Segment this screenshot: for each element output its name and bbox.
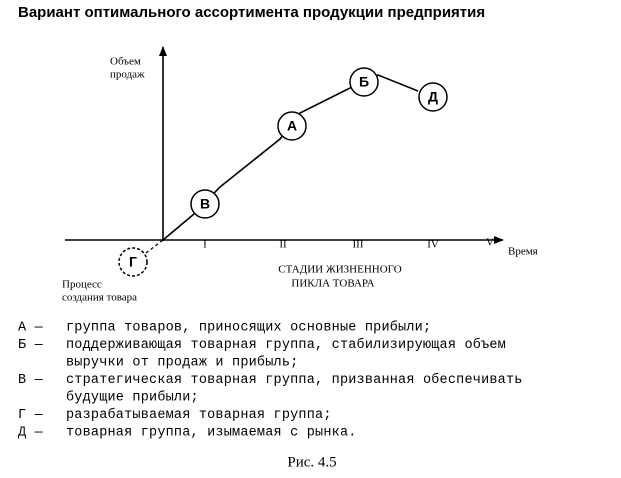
node-label: Г xyxy=(129,254,137,270)
legend-letter: В — xyxy=(18,373,44,388)
stage-label: V xyxy=(486,237,494,249)
pre-stage-label: Процесс xyxy=(62,279,102,291)
stages-title: СТАДИИ ЖИЗНЕННОГО xyxy=(278,264,401,276)
node-circle xyxy=(277,111,307,141)
legend: А — группа товаров, приносящих основные п… xyxy=(18,321,523,441)
stage-label: II xyxy=(279,239,287,251)
legend-text: будущие прибыли; xyxy=(66,391,199,406)
legend-text: разрабатываемая товарная группа; xyxy=(66,408,332,423)
pre-stage-label: создания товара xyxy=(62,292,137,304)
legend-text: группа товаров, приносящих основные приб… xyxy=(66,321,431,336)
stage-label: III xyxy=(353,239,364,251)
legend-letter: Д — xyxy=(18,426,44,441)
node-label: В xyxy=(200,196,210,212)
legend-letter: Б — xyxy=(18,338,44,353)
legend-text: поддерживающая товарная группа, стабилиз… xyxy=(66,338,506,353)
node-circle xyxy=(118,247,148,277)
dashed-link xyxy=(145,239,164,254)
legend-letter: Г — xyxy=(18,408,44,423)
node-label: Д xyxy=(428,89,438,105)
caption: Рис. 4.5 xyxy=(287,454,336,470)
y-label: Объем xyxy=(110,56,141,68)
legend-text: товарная группа, изымаемая с рынка. xyxy=(66,426,357,441)
legend-letter: А — xyxy=(18,321,44,336)
node-circle xyxy=(418,82,448,112)
title: Вариант оптимального ассортимента продук… xyxy=(18,4,485,21)
node-label: Б xyxy=(359,74,369,90)
node-circle xyxy=(190,189,220,219)
node-label: А xyxy=(287,118,297,134)
node-circle xyxy=(349,67,379,97)
y-label: продаж xyxy=(110,69,145,81)
stage-label: I xyxy=(203,239,207,251)
stages-title: ПИКЛА ТОВАРА xyxy=(291,278,374,290)
x-label: Время xyxy=(508,246,538,258)
legend-text: выручки от продаж и прибыль; xyxy=(66,356,298,371)
legend-text: стратегическая товарная группа, призванн… xyxy=(66,373,523,388)
stage-label: IV xyxy=(427,239,439,251)
